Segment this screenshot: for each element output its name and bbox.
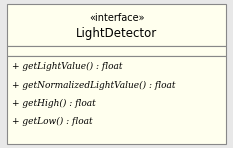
Bar	[7, 56, 226, 144]
Bar	[7, 46, 226, 56]
Text: + getLightValue() : float: + getLightValue() : float	[12, 62, 122, 71]
Text: + getNormalizedLightValue() : float: + getNormalizedLightValue() : float	[12, 81, 175, 90]
Text: «interface»: «interface»	[89, 13, 144, 23]
Text: + getLow() : float: + getLow() : float	[12, 117, 92, 126]
Text: LightDetector: LightDetector	[76, 27, 157, 40]
Bar	[7, 4, 226, 46]
Text: + getHigh() : float: + getHigh() : float	[12, 99, 95, 108]
